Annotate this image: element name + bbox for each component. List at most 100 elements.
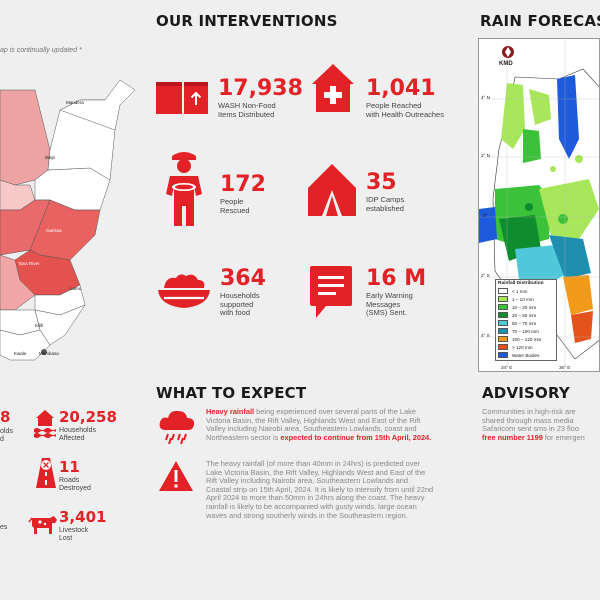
legend-swatch <box>498 352 508 358</box>
legend-swatch <box>498 296 508 302</box>
cow-icon <box>28 516 57 534</box>
livestock-lost-number: 3,401 <box>59 508 107 526</box>
map-label-lamu: Lamu <box>70 286 82 291</box>
left-stat-label: olds d <box>0 428 13 443</box>
map-update-note: ap is continually updated * <box>0 47 82 54</box>
roads-destroyed-label: Roads Destroyed <box>59 477 91 492</box>
legend-item: 10 – 20 mm <box>498 303 554 311</box>
map-label-mombasa: Mombasa <box>39 351 59 356</box>
flooded-house-icon <box>34 410 56 438</box>
legend-swatch <box>498 288 508 294</box>
legend-item: 50 – 70 mm <box>498 319 554 327</box>
expect-continue-highlight: expected to continue from 15th April, 20… <box>280 432 432 442</box>
livestock-lost-label: Livestock Lost <box>59 527 89 542</box>
legend-label: Water Bodies <box>512 352 540 358</box>
legend-swatch <box>498 328 508 334</box>
legend-label: 50 – 70 mm <box>512 320 537 326</box>
food-bowl-icon <box>158 274 210 308</box>
lon-label-36e: 36° E <box>559 365 571 370</box>
advisory-line-1: Communities in high-risk are <box>482 408 576 416</box>
intervention-sms-sent: 16 M Early Warning Messages (SMS) Sent. <box>306 264 466 324</box>
lat-label-2s: 2° S <box>481 273 490 278</box>
intervention-wash-items: 17,938 WASH Non-Food Items Distributed <box>156 70 306 120</box>
left-stat-label-2: es <box>0 524 8 531</box>
expect-paragraph-1: Heavy rainfall being experienced over se… <box>206 407 434 442</box>
intervention-health-outreach: 1,041 People Reached with Health Outreac… <box>310 62 470 120</box>
legend-label: 20 – 50 mm <box>512 312 537 318</box>
legend-swatch <box>498 320 508 326</box>
people-rescued-label: People Rescued <box>220 197 250 215</box>
intervention-food-support: 364 Households supported with food <box>156 264 306 324</box>
map-label-mandera: Mandera <box>66 100 84 105</box>
advisory-line-3: Safaricom sent sms in 23 floo <box>482 424 579 434</box>
health-house-icon <box>312 64 354 112</box>
legend-swatch <box>498 312 508 318</box>
expect-p1-text: being experienced over several parts of … <box>206 407 421 442</box>
impact-livestock: 3,401 Livestock Lost <box>28 508 144 544</box>
roads-destroyed-number: 11 <box>59 458 80 476</box>
rain-cloud-icon <box>159 410 195 444</box>
food-support-label: Households supported with food <box>220 291 260 317</box>
map-label-garissa: Garissa <box>46 228 62 233</box>
rescuer-icon <box>166 152 202 226</box>
idp-camps-label: IDP Camps established <box>366 195 405 213</box>
affected-counties-map <box>0 79 136 361</box>
sms-sent-number: 16 M <box>366 266 427 291</box>
intervention-people-rescued: 172 People Rescued <box>156 150 306 228</box>
sms-sent-label: Early Warning Messages (SMS) Sent. <box>366 291 413 317</box>
advisory-line-4: for emergen <box>542 432 585 442</box>
legend-label: < 1 mm <box>512 288 528 294</box>
lat-label-4s: 4° S <box>481 333 490 338</box>
legend-item: 100 – 120 mm <box>498 335 554 343</box>
intervention-idp-camps: 35 IDP Camps established <box>306 162 466 222</box>
advisory-text: Communities in high-risk are shared thro… <box>482 408 600 442</box>
left-panel: ap is continually updated * Mandera Waji… <box>0 0 140 600</box>
legend-label: 10 – 20 mm <box>512 304 537 310</box>
legend-item: > 120 mm <box>498 343 554 351</box>
legend-item: 70 – 100 mm <box>498 327 554 335</box>
map-label-tana-river: Tana River <box>18 261 40 266</box>
health-outreach-number: 1,041 <box>366 76 436 101</box>
kmd-emblem-icon <box>502 46 514 58</box>
rain-forecast-map: KMD 4° N 2° N 0° 2° S 4° S 34° E 36° E R… <box>478 38 600 372</box>
households-affected-label: Households Affected <box>59 427 96 442</box>
tent-icon <box>308 164 356 216</box>
legend-item: 1 – 10 mm <box>498 295 554 303</box>
legend-item: < 1 mm <box>498 287 554 295</box>
expect-paragraph-2: The heavy rainfall (of more than 40mm in… <box>206 459 434 520</box>
wash-kit-icon <box>156 82 208 114</box>
legend-title: Rainfall Distribution <box>498 281 544 286</box>
lon-label-34e: 34° E <box>501 365 513 370</box>
food-support-number: 364 <box>220 266 266 291</box>
kmd-label: KMD <box>499 61 513 67</box>
wash-items-label: WASH Non-Food Items Distributed <box>218 101 276 119</box>
legend-swatch <box>498 336 508 342</box>
impact-roads: 11 Roads Destroyed <box>34 458 144 494</box>
legend-swatch <box>498 304 508 310</box>
legend-item: 20 – 50 mm <box>498 311 554 319</box>
road-icon <box>36 458 56 488</box>
legend-label: 1 – 10 mm <box>512 296 534 302</box>
rainfall-legend: Rainfall Distribution < 1 mm 1 – 10 mm 10 … <box>495 279 557 361</box>
rain-forecast-title: RAIN FORECAST <box>480 12 600 30</box>
map-label-kwale: Kwale <box>14 351 27 356</box>
idp-camps-number: 35 <box>366 170 397 195</box>
impact-households: 20,258 Households Affected <box>34 408 144 444</box>
legend-swatch <box>498 344 508 350</box>
households-affected-number: 20,258 <box>59 408 117 426</box>
wash-items-number: 17,938 <box>218 76 303 101</box>
health-outreach-label: People Reached with Health Outreaches <box>366 101 444 119</box>
heavy-rainfall-highlight: Heavy rainfall <box>206 407 255 416</box>
advisory-line-2: shared through mass media <box>482 415 574 425</box>
advisory-title: ADVISORY <box>482 384 570 402</box>
message-icon <box>310 266 352 318</box>
legend-label: 100 – 120 mm <box>512 336 542 342</box>
lat-label-2n: 2° N <box>481 153 490 158</box>
legend-item: Water Bodies <box>498 351 554 359</box>
left-stat-number: 8 <box>0 408 11 426</box>
toll-free-number-highlight: free number 1199 <box>482 432 543 442</box>
legend-label: > 120 mm <box>512 344 533 350</box>
people-rescued-number: 172 <box>220 172 266 197</box>
what-to-expect-title: WHAT TO EXPECT <box>156 384 307 402</box>
lat-label-4n: 4° N <box>481 95 490 100</box>
